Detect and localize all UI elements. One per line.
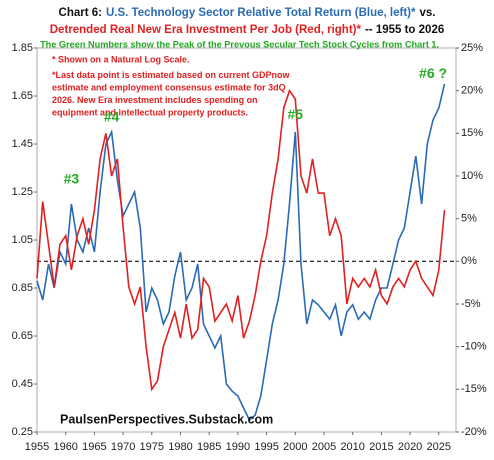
y-tick-label: 0.25 xyxy=(12,426,33,438)
y-tick-label: 1.85 xyxy=(12,42,33,54)
x-tick-label: 1990 xyxy=(226,441,250,453)
y2-tick-label: 20% xyxy=(461,85,483,97)
x-tick-label: 1995 xyxy=(254,441,278,453)
y-tick-label: 1.25 xyxy=(12,186,33,198)
x-tick-label: 1960 xyxy=(53,441,77,453)
title-segment: Detrended Real New Era Investment Per Jo… xyxy=(50,24,362,36)
y-tick-label: 0.85 xyxy=(12,282,33,294)
chart-title-line1: Chart 6: U.S. Technology Sector Relative … xyxy=(59,7,436,19)
x-tick-label: 2025 xyxy=(427,441,451,453)
series-line xyxy=(36,83,446,422)
y2-tick-label: 25% xyxy=(461,42,483,54)
y2-tick-label: -5% xyxy=(461,298,481,310)
x-tick-label: 1955 xyxy=(25,441,49,453)
y2-tick-label: 0% xyxy=(461,255,477,267)
x-tick-label: 1985 xyxy=(197,441,221,453)
source: PaulsenPerspectives.Substack.com xyxy=(60,412,273,426)
note: equipment and intellectual property prod… xyxy=(52,107,248,117)
y-tick-label: 0.45 xyxy=(12,378,33,390)
peak-label: #4 xyxy=(104,108,120,124)
x-tick-label: 1965 xyxy=(82,441,106,453)
y2-tick-label: -15% xyxy=(461,383,487,395)
plot-frame xyxy=(36,47,457,433)
chart-title-line2: Detrended Real New Era Investment Per Jo… xyxy=(50,24,444,36)
x-tick-label: 2010 xyxy=(340,441,364,453)
x-tick-label: 1970 xyxy=(111,441,135,453)
y-tick-label: 1.65 xyxy=(12,90,33,102)
y2-tick-label: -10% xyxy=(461,341,487,353)
x-tick-label: 2015 xyxy=(369,441,393,453)
title-segment: Chart 6: xyxy=(59,7,102,19)
x-tick-label: 1975 xyxy=(140,441,164,453)
x-tick-label: 1980 xyxy=(168,441,192,453)
note: * Shown on a Natural Log Scale. xyxy=(52,54,190,64)
y2-tick-label: 10% xyxy=(461,170,483,182)
title-segment: vs. xyxy=(419,7,435,19)
series-line xyxy=(36,88,446,392)
y-tick-label: 1.05 xyxy=(12,234,33,246)
note: estimate and employment consensus estima… xyxy=(52,82,286,92)
note: *Last data point is estimated based on c… xyxy=(52,70,291,80)
y2-tick-label: 5% xyxy=(461,213,477,225)
peak-label: #3 xyxy=(64,171,80,187)
y2-tick-label: -20% xyxy=(461,426,487,438)
x-tick-label: 2005 xyxy=(312,441,336,453)
x-tick-label: 2020 xyxy=(398,441,422,453)
y-tick-label: 1.45 xyxy=(12,138,33,150)
x-tick-label: 2000 xyxy=(283,441,307,453)
peak-label: #5 xyxy=(287,106,303,122)
title-segment: U.S. Technology Sector Relative Total Re… xyxy=(106,7,416,19)
y-tick-label: 0.65 xyxy=(12,330,33,342)
title-segment: -- 1955 to 2026 xyxy=(365,24,444,36)
note: 2026. New Era investment includes spendi… xyxy=(52,95,258,105)
subtitle: The Green Numbers show the Peak of the P… xyxy=(40,39,439,49)
peak-label: #6 ? xyxy=(419,65,447,81)
y2-tick-label: 15% xyxy=(461,127,483,139)
